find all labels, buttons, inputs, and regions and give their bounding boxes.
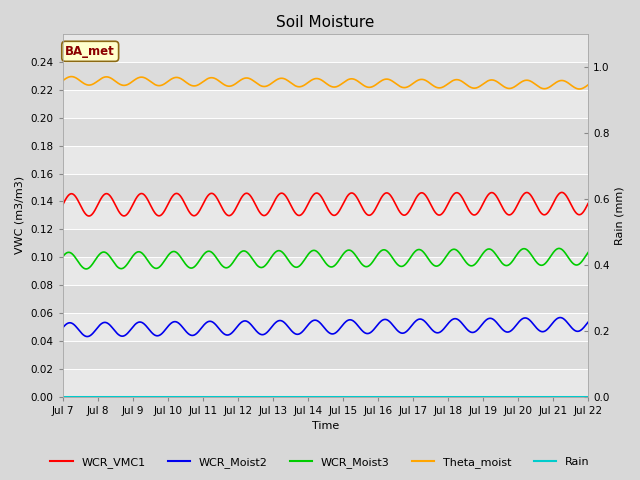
WCR_Moist2 <box>301 326 308 332</box>
WCR_VMC1 <box>473 211 481 217</box>
WCR_Moist2 <box>473 328 481 334</box>
Bar <box>63 313 588 341</box>
Bar <box>63 341 588 369</box>
Bar <box>63 62 588 90</box>
Line: WCR_Moist2: WCR_Moist2 <box>63 318 588 336</box>
Rain <box>472 394 480 400</box>
Line: Theta_moist: Theta_moist <box>63 77 588 89</box>
Bar <box>63 118 588 145</box>
WCR_Moist2 <box>569 326 577 332</box>
Bar <box>63 202 588 229</box>
Theta_moist <box>569 84 577 89</box>
Bar <box>63 145 588 173</box>
Rain <box>314 394 322 400</box>
Bar <box>63 229 588 257</box>
Title: Soil Moisture: Soil Moisture <box>276 15 374 30</box>
Bar <box>63 90 588 118</box>
Rain <box>569 394 577 400</box>
Theta_moist <box>86 82 93 88</box>
Theta_moist <box>584 82 592 88</box>
Rain <box>300 394 308 400</box>
WCR_VMC1 <box>59 202 67 208</box>
Theta_moist <box>315 76 323 82</box>
WCR_Moist2 <box>584 319 592 325</box>
WCR_Moist3 <box>570 261 577 266</box>
Rain <box>584 394 592 400</box>
WCR_Moist3 <box>569 261 577 266</box>
WCR_Moist3 <box>473 260 481 265</box>
WCR_Moist3 <box>301 257 308 263</box>
WCR_VMC1 <box>569 205 577 211</box>
WCR_Moist2 <box>570 326 577 332</box>
Line: WCR_VMC1: WCR_VMC1 <box>63 192 588 216</box>
WCR_Moist3 <box>584 250 592 255</box>
X-axis label: Time: Time <box>312 421 339 432</box>
WCR_Moist3 <box>315 250 323 256</box>
Rain <box>59 394 67 400</box>
WCR_Moist2 <box>315 319 323 324</box>
Rain <box>86 394 93 400</box>
Line: WCR_Moist3: WCR_Moist3 <box>63 249 588 269</box>
WCR_VMC1 <box>85 213 93 219</box>
Y-axis label: VWC (m3/m3): VWC (m3/m3) <box>15 176 25 254</box>
WCR_VMC1 <box>558 190 566 195</box>
Theta_moist <box>473 85 481 91</box>
Y-axis label: Rain (mm): Rain (mm) <box>615 186 625 245</box>
Theta_moist <box>569 84 577 89</box>
Theta_moist <box>301 82 308 88</box>
Theta_moist <box>68 74 76 80</box>
WCR_Moist2 <box>83 334 91 339</box>
WCR_VMC1 <box>315 191 323 196</box>
Rain <box>569 394 577 400</box>
Bar <box>63 285 588 313</box>
Theta_moist <box>59 78 67 84</box>
WCR_Moist3 <box>59 254 67 260</box>
Bar <box>63 173 588 202</box>
Legend: WCR_VMC1, WCR_Moist2, WCR_Moist3, Theta_moist, Rain: WCR_VMC1, WCR_Moist2, WCR_Moist3, Theta_… <box>46 452 594 472</box>
WCR_VMC1 <box>86 213 93 219</box>
WCR_Moist3 <box>86 264 93 270</box>
Text: BA_met: BA_met <box>65 45 115 58</box>
WCR_VMC1 <box>301 208 308 214</box>
WCR_Moist3 <box>83 266 90 272</box>
WCR_Moist3 <box>556 246 563 252</box>
WCR_VMC1 <box>584 201 592 206</box>
WCR_Moist2 <box>86 333 93 339</box>
WCR_Moist2 <box>556 315 564 321</box>
Theta_moist <box>575 86 583 92</box>
WCR_VMC1 <box>570 206 577 212</box>
WCR_Moist2 <box>59 325 67 331</box>
Bar <box>63 257 588 285</box>
Bar <box>63 369 588 397</box>
